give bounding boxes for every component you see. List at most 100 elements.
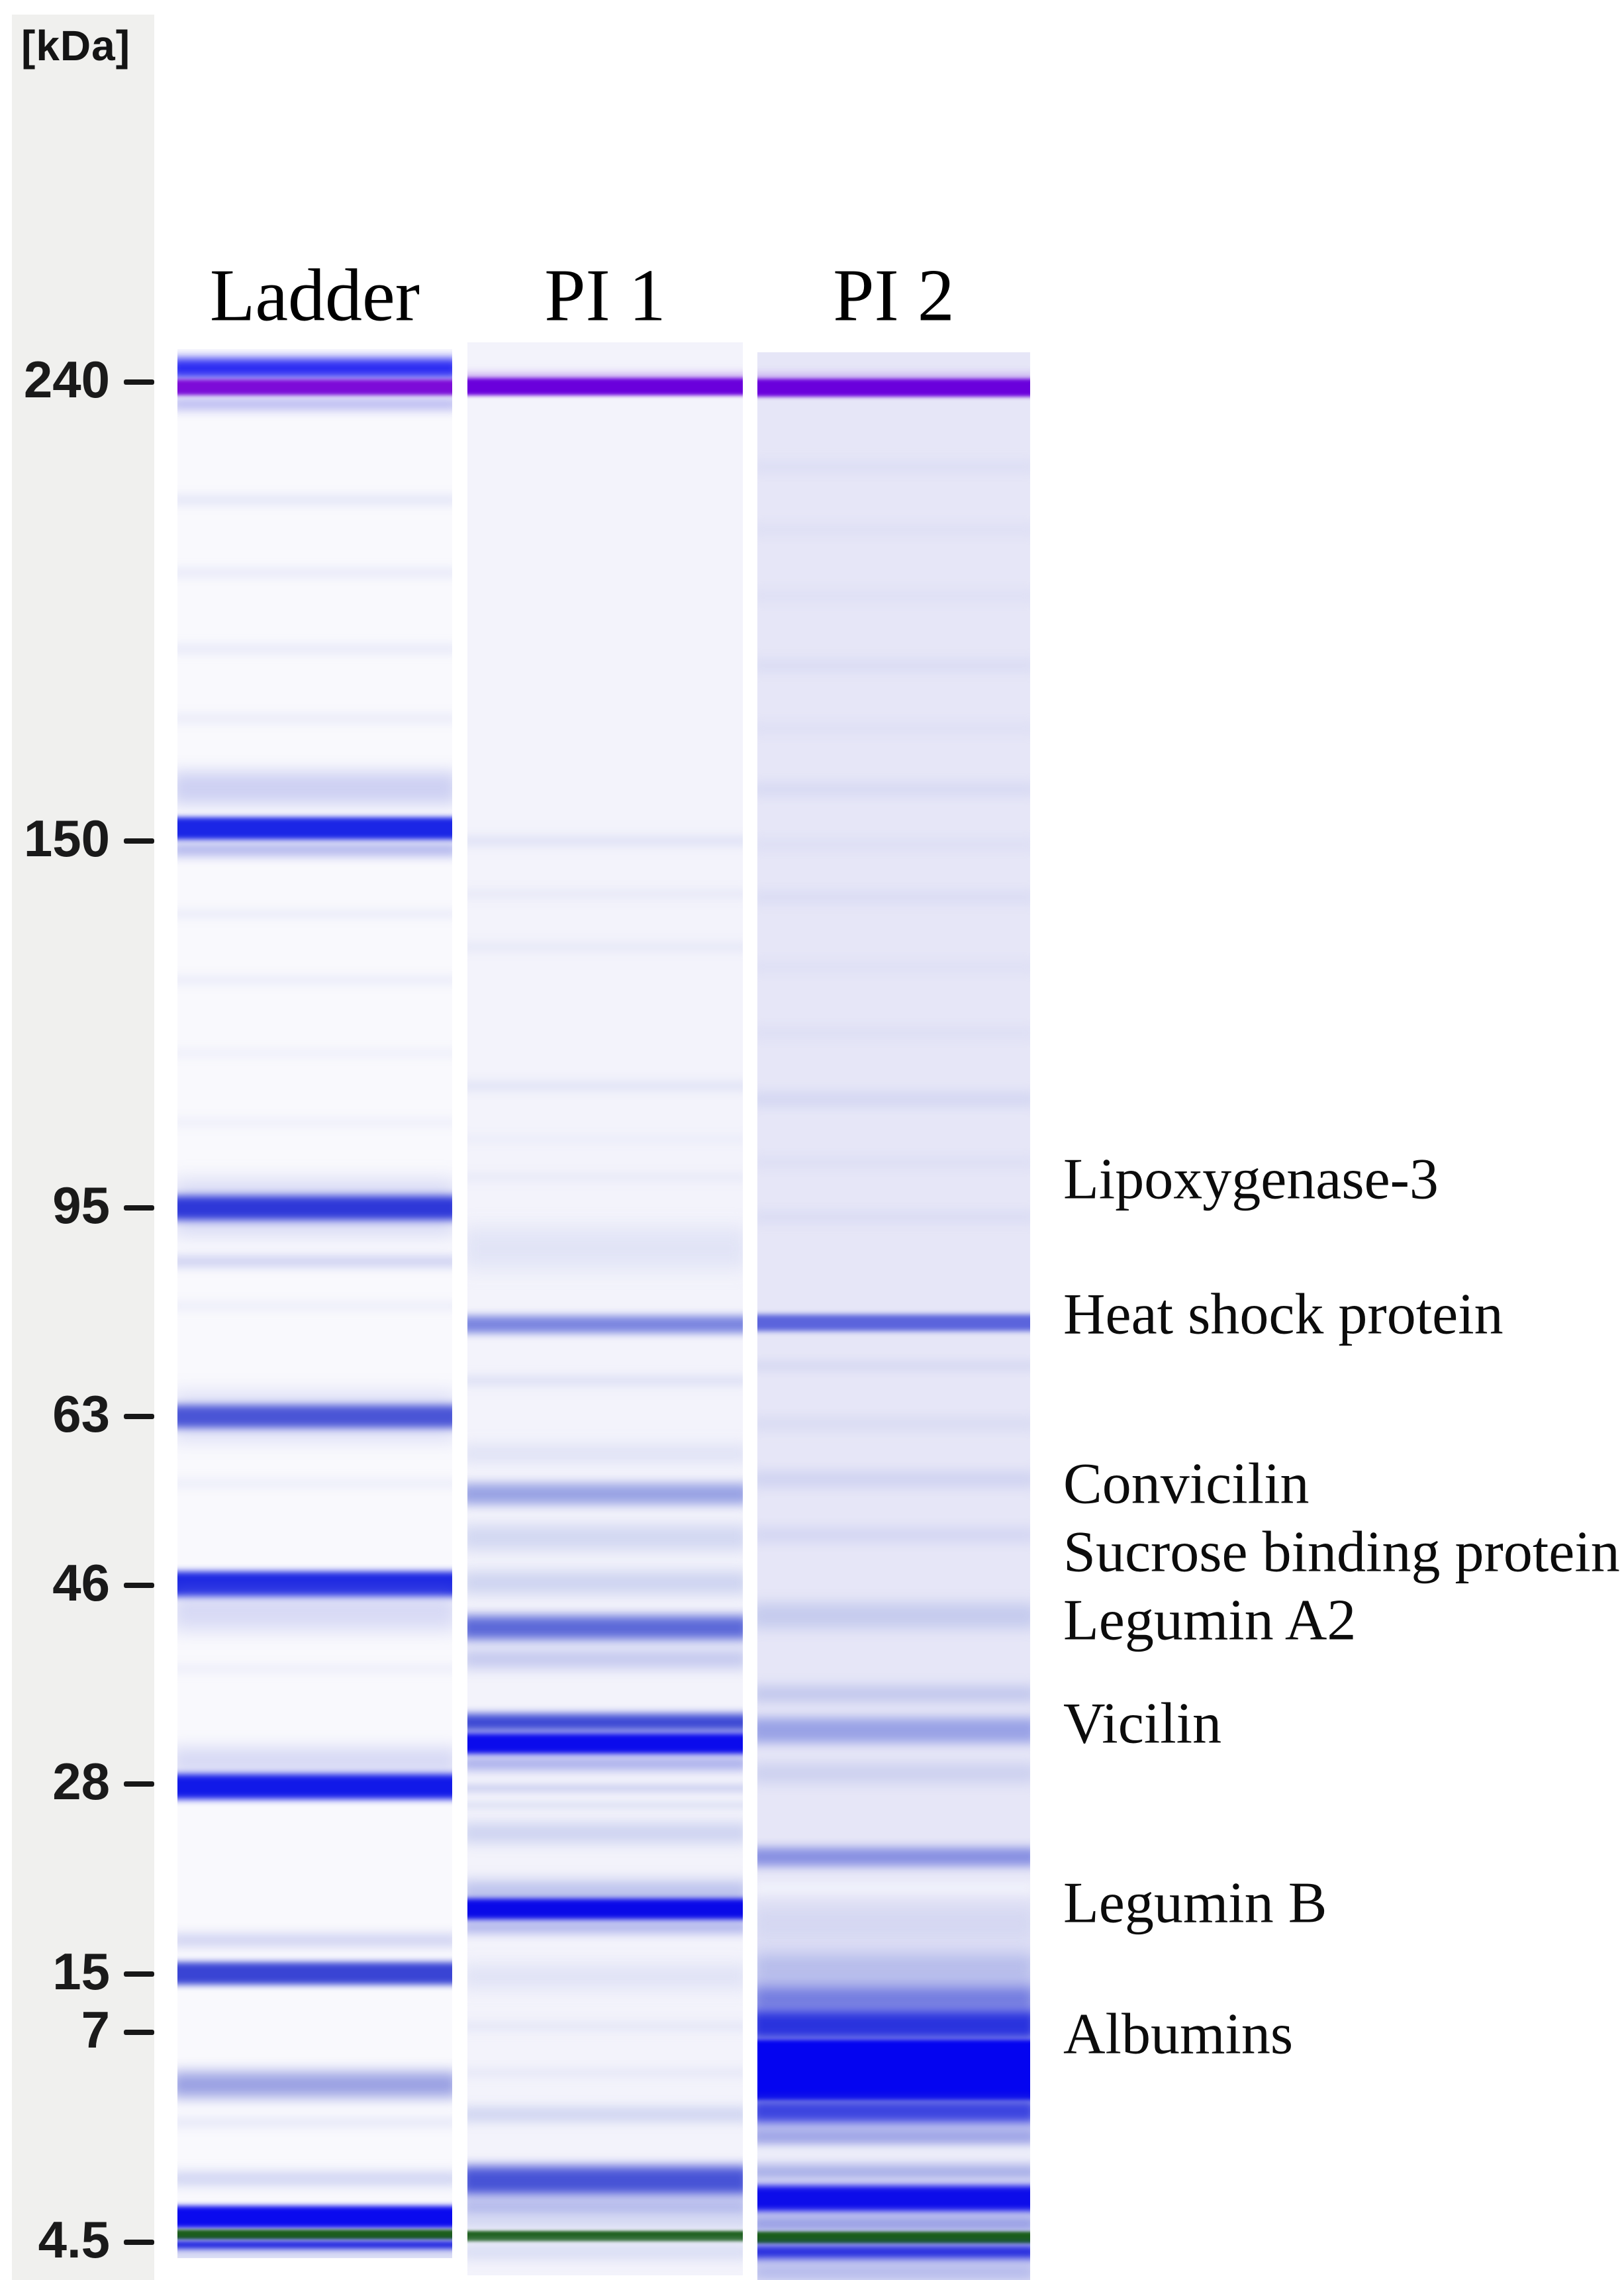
gel-band [177, 379, 452, 395]
gel-band [177, 644, 452, 654]
gel-band [757, 1985, 1030, 2012]
gel-band [757, 378, 1030, 397]
gel-band [467, 1081, 743, 1091]
gel-band [467, 378, 743, 395]
axis-tick-label: 240 [23, 350, 110, 409]
gel-band [757, 1686, 1030, 1702]
gel-band [467, 1922, 743, 1932]
gel-band [757, 2216, 1030, 2232]
gel-band [467, 1965, 743, 1989]
gel-band [467, 1801, 743, 1809]
gel-band [757, 2010, 1030, 2040]
annotation-legumin-a2: Legumin A2 [1063, 1588, 1357, 1653]
gel-band [757, 722, 1030, 734]
gel-band [757, 1905, 1030, 1942]
gel-band [757, 1093, 1030, 1106]
gel-band [757, 1764, 1030, 1783]
gel-band [757, 461, 1030, 473]
axis-tick-label: 4.5 [38, 2210, 110, 2269]
annotation-convicilin: Convicilin [1063, 1452, 1310, 1516]
annotation-albumins: Albumins [1063, 2002, 1294, 2067]
lane-header-pi1: PI 1 [544, 254, 666, 337]
lane-header-ladder: Ladder [209, 254, 420, 337]
gel-band [757, 2148, 1030, 2159]
gel-band [467, 1714, 743, 1731]
gel-band [757, 1211, 1030, 1223]
gel-band [177, 2250, 452, 2258]
axis-tick-dash [124, 2030, 154, 2035]
gel-band [467, 2216, 743, 2228]
gel-band [757, 783, 1030, 795]
gel-band [757, 660, 1030, 671]
gel-band [177, 2206, 452, 2228]
gel-band [467, 1783, 743, 1793]
gel-band [467, 2199, 743, 2216]
gel-band [467, 942, 743, 952]
axis-tick-dash [124, 2240, 154, 2245]
gel-band [177, 1934, 452, 1947]
gel-band [757, 961, 1030, 973]
gel-band [467, 1899, 743, 1920]
gel-band [177, 1048, 452, 1058]
gel-band [757, 1156, 1030, 1168]
gel-band [757, 1603, 1030, 1628]
gel-band [177, 399, 452, 409]
gel-band [757, 1952, 1030, 1984]
annotation-heat-shock-protein: Heat shock protein [1063, 1282, 1504, 1347]
gel-band [757, 1848, 1030, 1866]
gel-band [177, 1664, 452, 1673]
gel-band [467, 1525, 743, 1550]
axis-tick-label: 46 [52, 1553, 110, 1612]
gel-band [177, 1571, 452, 1597]
kda-axis-strip: [kDa] [12, 15, 154, 2280]
gel-band [757, 2099, 1030, 2124]
gel-band [177, 1591, 452, 1630]
gel-band [177, 2171, 452, 2186]
gel-band [467, 836, 743, 846]
gel-band [757, 838, 1030, 850]
gel-band [467, 1571, 743, 1594]
gel-band [757, 2165, 1030, 2179]
gel-band [177, 844, 452, 856]
gel-band [467, 2107, 743, 2122]
gel-band [467, 1758, 743, 1769]
gel-band [177, 975, 452, 985]
gel-band [467, 1316, 743, 1333]
lane-header-pi2: PI 2 [833, 254, 955, 337]
gel-band [177, 713, 452, 724]
axis-tick-dash [124, 1971, 154, 1977]
gel-band [467, 1135, 743, 1143]
gel-band [177, 2117, 452, 2128]
gel-band [757, 2185, 1030, 2212]
gel-band [177, 817, 452, 840]
gel-band [757, 2232, 1030, 2244]
gel-band [757, 524, 1030, 536]
gel-band [467, 1227, 743, 1269]
gel-band [467, 1444, 743, 1463]
gel-band [177, 1405, 452, 1428]
gel-band [757, 1528, 1030, 1542]
gel-band [467, 1650, 743, 1668]
axis-tick-label: 28 [52, 1752, 110, 1810]
gel-band [177, 1256, 452, 1267]
gel-band [177, 2072, 452, 2097]
gel-band [467, 1823, 743, 1843]
axis-tick-dash [124, 1583, 154, 1588]
axis-tick-label: 15 [52, 1942, 110, 2001]
gel-band [177, 1747, 452, 1776]
annotation-legumin-b: Legumin B [1063, 1871, 1327, 1936]
gel-band [757, 1881, 1030, 1896]
gel-band [467, 1483, 743, 1505]
gel-band [757, 1471, 1030, 1487]
annotation-lipoxygenase-3: Lipoxygenase-3 [1063, 1147, 1439, 1212]
axis-tick-dash [124, 379, 154, 385]
gel-band [757, 1314, 1030, 1331]
gel-band [177, 1118, 452, 1127]
gel-band [757, 2128, 1030, 2144]
gel-band [757, 2040, 1030, 2101]
axis-tick-dash [124, 1781, 154, 1787]
gel-band [467, 1616, 743, 1640]
axis-tick-dash [124, 838, 154, 844]
gel-band [177, 1301, 452, 1311]
